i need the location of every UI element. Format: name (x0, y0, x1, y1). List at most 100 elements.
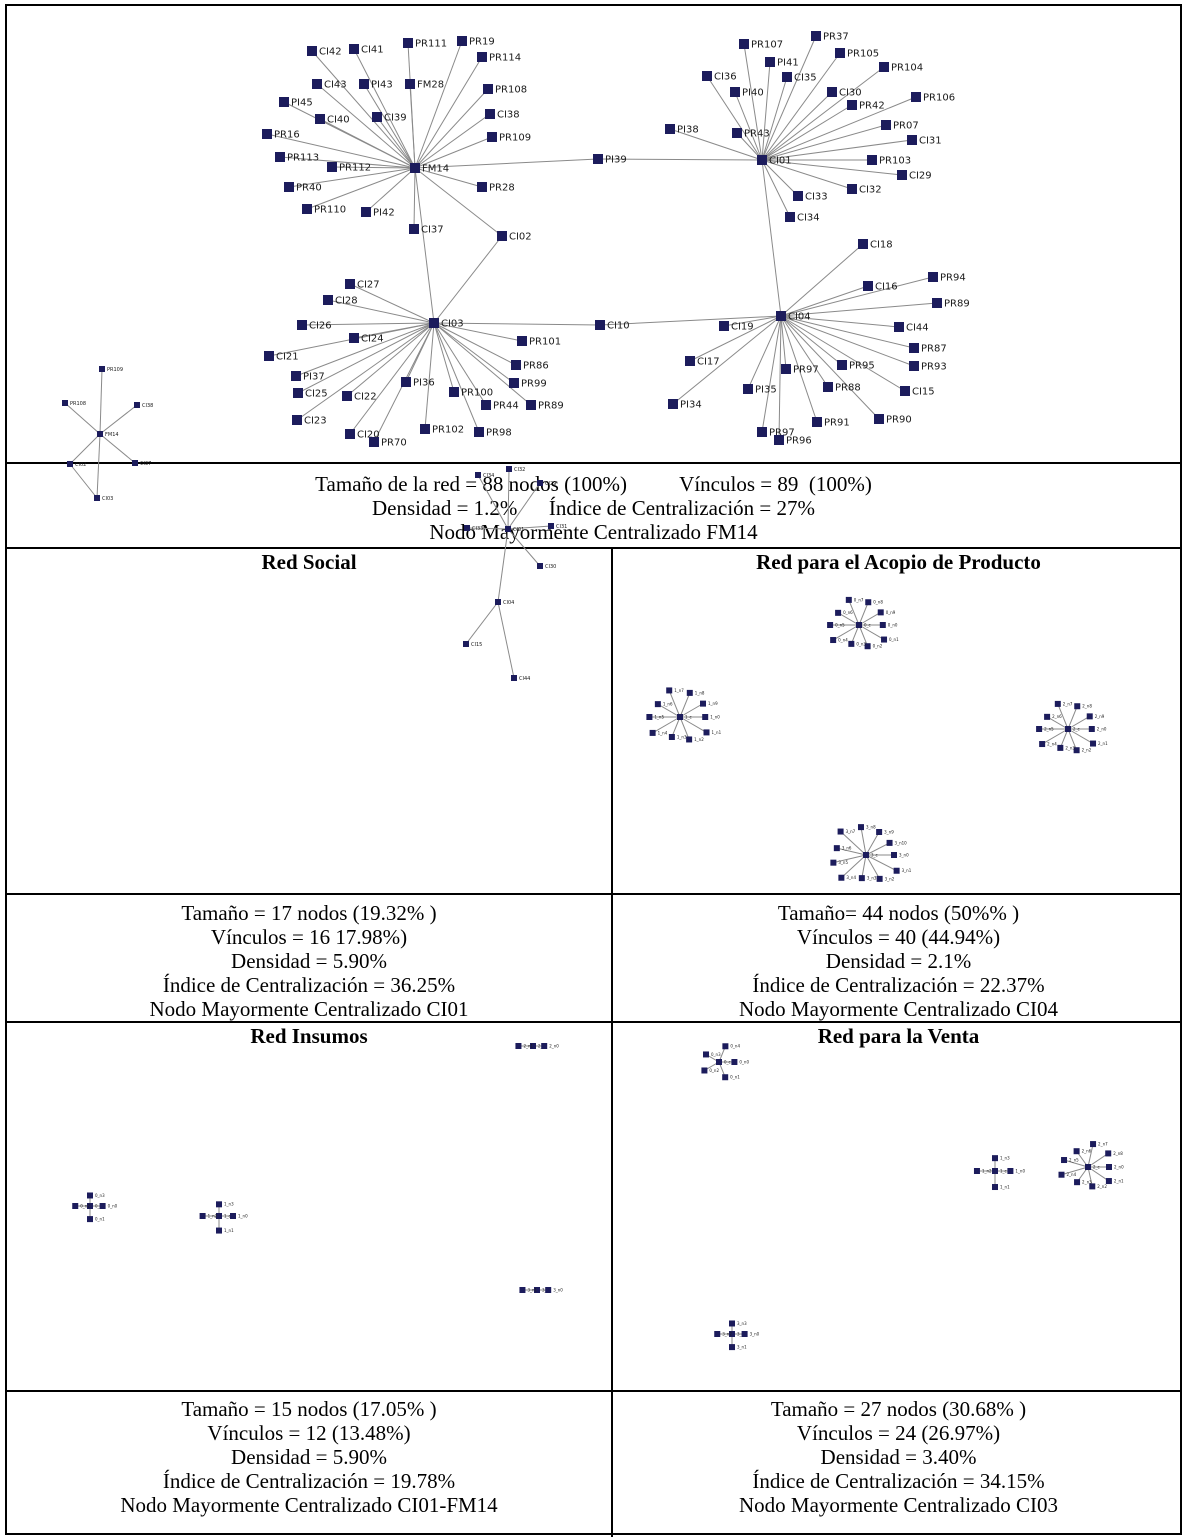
graph-node (686, 736, 693, 743)
graph-node (361, 207, 371, 217)
node-label: 1_n1 (712, 730, 722, 735)
node-label: 3_n7 (846, 829, 856, 834)
node-label: CI32 (859, 185, 882, 196)
graph-node (509, 378, 519, 388)
graph-node (279, 97, 289, 107)
node-label: 3_n6 (842, 846, 852, 851)
graph-edge (409, 83, 416, 169)
graph-edge (734, 91, 763, 161)
graph-edge (668, 690, 681, 718)
graph-node (464, 525, 470, 531)
graph-edge (433, 322, 532, 406)
graph-node (537, 563, 543, 569)
graph-node (457, 36, 467, 46)
graph-node (537, 480, 543, 486)
node-label: PR89 (538, 401, 564, 412)
graph-edge (1057, 703, 1069, 730)
graph-node (881, 120, 891, 130)
graph-node (264, 351, 274, 361)
node-label: 2_n4 (1067, 1172, 1077, 1177)
graph-edge (672, 315, 782, 405)
graph-node (932, 298, 942, 308)
graph-node (1073, 1148, 1080, 1155)
stat-size: Tamaño= 44 nodos (50%% ) (777, 901, 1020, 925)
node-label: PR93 (921, 362, 947, 373)
graph-node (864, 643, 871, 650)
graph-edge (477, 474, 509, 530)
graph-node (874, 414, 884, 424)
node-label: PR107 (751, 40, 783, 51)
graph-edge (833, 854, 867, 864)
graph-edge (837, 612, 860, 626)
graph-node (1061, 1157, 1068, 1164)
graph-edge (780, 315, 906, 392)
graph-node (911, 92, 921, 102)
stat-density: Densidad = 5.90% (231, 1445, 387, 1469)
graph-edge (780, 276, 934, 317)
graph-node (702, 71, 712, 81)
graph-node (1074, 703, 1081, 710)
graph-node (719, 321, 729, 331)
node-label: CI02 (509, 232, 532, 243)
graph-node (1057, 744, 1064, 751)
graph-edge (69, 433, 101, 465)
graph-edge (780, 315, 829, 388)
graph-node (856, 622, 862, 628)
graph-edge (433, 322, 487, 406)
node-label: CI38 (497, 110, 520, 121)
graph-edge (761, 159, 791, 218)
graph-edge (679, 716, 690, 740)
node-label: 2_n1 (523, 1043, 533, 1048)
graph-node (879, 622, 886, 628)
graph-node (463, 641, 469, 647)
node-label: PI36 (413, 378, 435, 389)
node-label: PR102 (432, 425, 464, 436)
node-label: CI37 (421, 225, 444, 236)
graph-node (410, 163, 420, 173)
graph-node (848, 640, 855, 647)
graph-node (666, 687, 673, 694)
graph-node (907, 135, 917, 145)
node-label: PR44 (493, 401, 519, 412)
graph-edge (433, 322, 517, 366)
graph-node (782, 72, 792, 82)
node-label: CI31 (556, 524, 567, 530)
graph-edge (761, 91, 833, 161)
node-label: CI27 (357, 280, 380, 291)
node-label: CI41 (361, 45, 384, 56)
graph-node (132, 460, 138, 466)
graph-edge (860, 827, 867, 856)
node-label: CI10 (607, 321, 630, 332)
node-label: 0_n1 (95, 1217, 105, 1222)
graph-node (293, 388, 303, 398)
graph-node (729, 1331, 735, 1337)
stat-centralization: Índice de Centralización = 34.15% (752, 1469, 1045, 1493)
node-label: 0_n2 (709, 1068, 719, 1073)
graph-node (973, 1168, 980, 1174)
node-label: CI28 (335, 296, 358, 307)
graph-edge (414, 56, 483, 169)
graph-node (67, 461, 73, 467)
graph-node (1054, 700, 1061, 707)
node-label: 0_c (95, 1203, 102, 1208)
graph-node (230, 1213, 236, 1219)
node-label: PR89 (944, 299, 970, 310)
graph-node (1065, 726, 1071, 732)
node-label: 1_c (224, 1213, 231, 1218)
graph-edge (780, 243, 864, 317)
graph-node (765, 57, 775, 67)
panel-title: Red Social (261, 550, 357, 574)
graph-node (481, 400, 491, 410)
graph-node (646, 714, 653, 720)
graph-node (342, 391, 352, 401)
graph-node (87, 1216, 93, 1223)
graph-edge (865, 831, 880, 856)
graph-node (741, 1331, 748, 1337)
graph-node (668, 399, 678, 409)
graph-edge (363, 83, 416, 169)
node-label: PR07 (893, 121, 919, 132)
node-label: PR110 (314, 205, 346, 216)
stat-links: Vínculos = 40 (44.94%) (796, 925, 1001, 949)
panel-title: Red Insumos (250, 1024, 368, 1048)
graph-edge (761, 96, 917, 161)
